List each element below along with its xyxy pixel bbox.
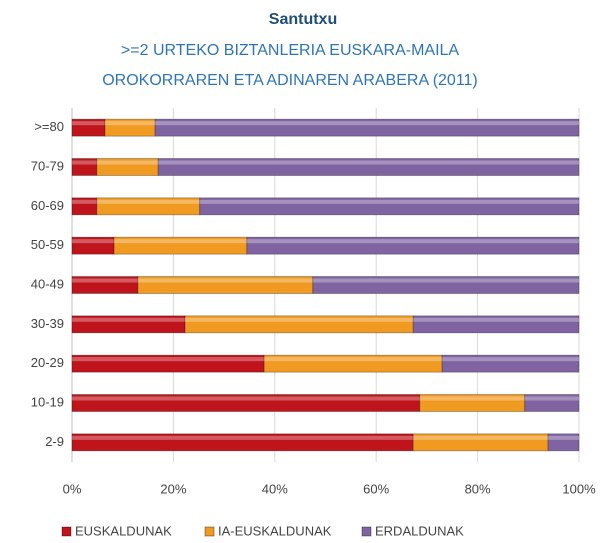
bar-highlight [72, 396, 420, 401]
bar-highlight [72, 357, 265, 362]
chart-subtitle: OROKORRAREN ETA ADINAREN ARABERA (2011) [102, 72, 478, 89]
bar-highlight [72, 160, 97, 165]
chart-subtitle: >=2 URTEKO BIZTANLERIA EUSKARA-MAILA [121, 42, 460, 59]
bar-highlight [114, 239, 247, 244]
x-tick-label: 40% [262, 481, 288, 496]
y-tick-label: 60-69 [31, 198, 64, 213]
x-tick-label: 20% [160, 481, 186, 496]
y-tick-label: 10-19 [31, 394, 64, 409]
legend-label: ERDALDUNAK [375, 523, 464, 538]
bar-highlight [96, 199, 200, 204]
bar-highlight [413, 317, 579, 322]
legend-swatch [204, 526, 215, 537]
bar-highlight [264, 357, 443, 362]
bar-segment [412, 315, 580, 334]
bar-segment [312, 276, 580, 294]
y-tick-label: 50-59 [31, 237, 64, 252]
bar-highlight [158, 160, 579, 165]
bar-segment [547, 433, 580, 452]
y-tick-label: >=80 [34, 119, 64, 134]
legend-swatch [61, 526, 72, 537]
bar-highlight [72, 317, 186, 322]
y-tick-label: 30-39 [31, 316, 64, 331]
legend-label: EUSKALDUNAK [75, 523, 172, 538]
bar-segment [154, 118, 580, 137]
bar-highlight [72, 278, 138, 283]
bar-segment [157, 158, 580, 176]
bar-highlight [72, 121, 105, 126]
y-tick-label: 40-49 [31, 276, 64, 291]
x-tick-label: 80% [465, 481, 491, 496]
bar-highlight [413, 435, 549, 440]
bar-highlight [524, 396, 579, 401]
y-tick-label: 70-79 [31, 158, 64, 173]
bar-highlight [185, 317, 414, 322]
bar-highlight [104, 121, 156, 126]
bar-highlight [96, 160, 159, 165]
bar-segment [246, 236, 580, 255]
bar-highlight [137, 278, 313, 283]
x-tick-label: 0% [63, 481, 82, 496]
x-tick-label: 60% [363, 481, 389, 496]
bar-highlight [312, 278, 579, 283]
bar-segment [199, 197, 580, 216]
bar-highlight [72, 239, 115, 244]
bar-segment [524, 394, 580, 412]
bar-highlight [442, 357, 579, 362]
bar-highlight [419, 396, 525, 401]
legend-label: IA-EUSKALDUNAK [218, 523, 332, 538]
y-tick-label: 2-9 [45, 434, 64, 449]
chart-title: Santutxu [269, 11, 337, 28]
x-tick-label: 100% [562, 481, 596, 496]
bar-highlight [548, 435, 579, 440]
bar-segment [441, 354, 580, 373]
y-tick-label: 20-29 [31, 355, 64, 370]
bar-highlight [246, 239, 580, 244]
legend-swatch [361, 526, 372, 537]
bar-highlight [155, 121, 579, 126]
bar-highlight [72, 435, 414, 440]
bar-highlight [199, 199, 579, 204]
bar-highlight [72, 199, 97, 204]
